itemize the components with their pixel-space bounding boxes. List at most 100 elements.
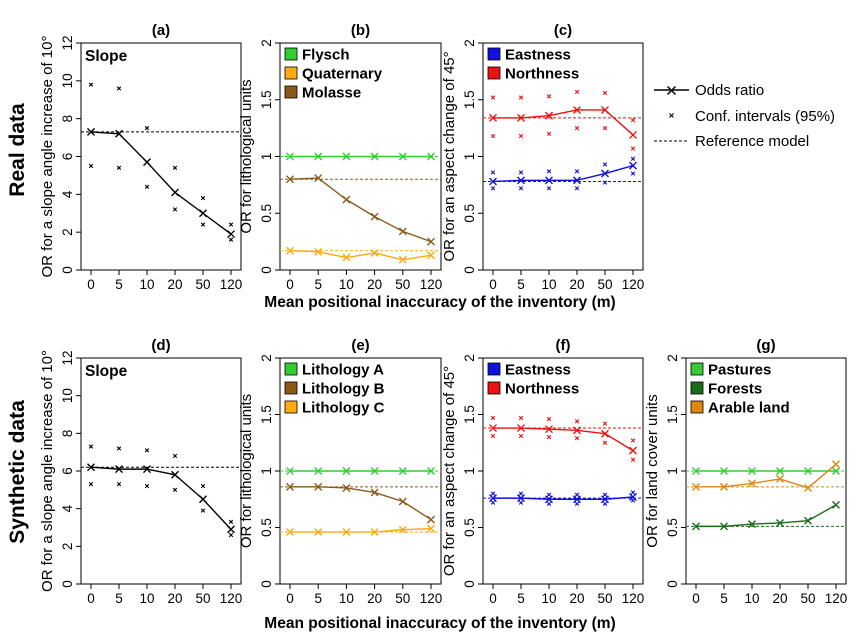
panel-legend: Eastness Northness [487, 47, 579, 83]
data-point [286, 175, 294, 184]
x-tick-label: 120 [220, 591, 243, 606]
y-tick-label: 1.5 [462, 405, 477, 424]
data-point [427, 237, 435, 246]
data-point [545, 176, 553, 185]
y-tick-label: 12 [60, 35, 75, 50]
ci-lower-point [490, 433, 496, 439]
x-tick-label: 0 [692, 591, 700, 606]
y-tick-label: 1.5 [259, 405, 274, 424]
data-point [748, 520, 756, 529]
series-molasse [280, 174, 441, 246]
series-line [289, 177, 432, 243]
row-label-synthetic: Synthetic data [6, 400, 29, 544]
panel-text-label: Slope [85, 48, 128, 65]
data-point [398, 227, 407, 236]
data-point [489, 113, 497, 122]
ci-lower-point [88, 481, 94, 487]
ci-upper-point [88, 82, 94, 87]
ci-upper-point [172, 453, 178, 459]
ci-lower-point [200, 222, 206, 227]
ci-upper-point [574, 169, 580, 174]
data-point [314, 482, 323, 491]
ci-lower-point [602, 501, 608, 506]
ci-lower-point [602, 440, 608, 445]
data-point [227, 230, 235, 239]
x-tick-label: 0 [87, 591, 95, 606]
data-point [629, 446, 637, 455]
ci-lower-point [630, 457, 636, 462]
ci-upper-point [490, 95, 496, 100]
ci-lower-point [490, 500, 496, 505]
data-point [517, 113, 525, 122]
series-northness [483, 89, 643, 151]
data-point [692, 467, 700, 475]
data-point [143, 465, 151, 474]
data-point [692, 522, 700, 531]
ci-upper-point [602, 492, 608, 497]
ci-upper-point [172, 165, 178, 171]
series-line [493, 109, 634, 136]
ci-upper-point [518, 95, 524, 100]
ci-upper-point [630, 438, 636, 443]
legend-entry-label: Eastness [505, 47, 571, 64]
legend-swatch [487, 362, 501, 376]
data-point [314, 152, 323, 161]
panel-label: (c) [554, 22, 572, 39]
x-tick-label: 120 [220, 277, 243, 292]
x-tick-label: 5 [720, 591, 728, 606]
series-eastness [483, 490, 643, 506]
ci-upper-point [546, 169, 552, 174]
x-tick-label: 5 [115, 591, 123, 606]
y-axis-label: OR for an aspect change of 45° [441, 51, 458, 261]
data-point [517, 176, 525, 185]
ci-upper-point [116, 446, 122, 451]
x-tick-label: 10 [541, 277, 556, 292]
row-label-real: Real data [6, 103, 29, 197]
shared-xlabel-top: Mean positional inaccuracy of the invent… [264, 294, 615, 311]
ci-lower-point [172, 487, 178, 493]
legend-swatch [284, 85, 298, 99]
series-flysch [280, 152, 441, 161]
legend-swatch [487, 66, 501, 80]
panel-legend: Lithology A Lithology B Lithology C [284, 362, 385, 417]
series-line [290, 527, 432, 533]
y-tick-label: 8 [60, 115, 75, 123]
data-point [370, 488, 379, 497]
x-tick-label: 50 [800, 591, 815, 606]
legend-entry-label: Molasse [302, 85, 361, 102]
ci-upper-point [116, 86, 122, 91]
y-tick-label: 2 [665, 354, 680, 362]
data-point [573, 426, 581, 435]
data-point [370, 248, 379, 257]
data-point [748, 479, 756, 488]
series-line [493, 496, 634, 500]
y-axis-label: OR for a slope angle increase of 10° [39, 36, 56, 278]
ci-upper-point [602, 421, 608, 426]
y-tick-label: 1.5 [665, 405, 680, 424]
plot-frame-d [80, 357, 242, 585]
data-point [489, 424, 497, 433]
ci-upper-point [574, 89, 580, 94]
data-point [601, 105, 609, 114]
legend-entry-label: Quaternary [302, 66, 383, 83]
ci-upper-point [574, 419, 580, 424]
y-tick-label: 0.5 [259, 518, 274, 537]
panel-g: 00.511.520 5 10 20 50 120(g)OR for land cover… [644, 337, 847, 606]
series-slope [81, 82, 241, 242]
panel-b: 00.511.520 5 10 20 50 120(b)OR for lithologic… [238, 22, 442, 292]
series-line [492, 164, 634, 183]
data-point [804, 483, 812, 492]
y-tick-label: 0 [665, 580, 680, 588]
series-line [289, 250, 432, 261]
data-point [171, 470, 179, 479]
y-tick-label: 0 [60, 580, 75, 588]
data-point [573, 105, 581, 114]
x-tick-label: 0 [87, 277, 95, 292]
data-point [517, 424, 525, 433]
y-tick-label: 0.5 [259, 204, 274, 223]
data-point [427, 515, 435, 524]
y-tick-label: 10 [60, 73, 75, 88]
ci-upper-point [228, 222, 234, 227]
global-legend: Odds ratio Conf. intervals (95%) Referen… [654, 82, 835, 150]
data-point [87, 127, 95, 136]
